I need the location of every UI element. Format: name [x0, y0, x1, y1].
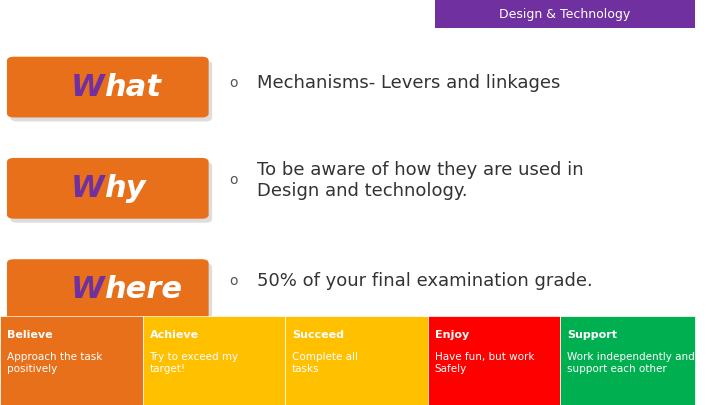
FancyBboxPatch shape: [143, 316, 285, 405]
Text: 50% of your final examination grade.: 50% of your final examination grade.: [257, 273, 593, 290]
FancyBboxPatch shape: [7, 259, 209, 320]
Text: Achieve: Achieve: [150, 330, 199, 340]
FancyBboxPatch shape: [10, 61, 212, 122]
FancyBboxPatch shape: [7, 158, 209, 219]
Text: W: W: [71, 72, 104, 102]
FancyBboxPatch shape: [0, 316, 143, 405]
Text: hy: hy: [104, 174, 146, 203]
Text: o: o: [230, 275, 238, 288]
Text: here: here: [104, 275, 182, 304]
Text: Believe: Believe: [7, 330, 53, 340]
Text: W: W: [71, 174, 104, 203]
Text: Enjoy: Enjoy: [435, 330, 469, 340]
Text: To be aware of how they are used in
Design and technology.: To be aware of how they are used in Desi…: [257, 161, 584, 200]
Text: Support: Support: [567, 330, 617, 340]
FancyBboxPatch shape: [10, 263, 212, 324]
Text: Succeed: Succeed: [292, 330, 344, 340]
Text: Mechanisms- Levers and linkages: Mechanisms- Levers and linkages: [257, 74, 561, 92]
FancyBboxPatch shape: [10, 162, 212, 223]
Text: Work independently and
support each other: Work independently and support each othe…: [567, 352, 695, 374]
Text: Try to exceed my
target!: Try to exceed my target!: [150, 352, 238, 374]
Text: Have fun, but work
Safely: Have fun, but work Safely: [435, 352, 534, 374]
FancyBboxPatch shape: [428, 316, 560, 405]
Text: o: o: [230, 76, 238, 90]
FancyBboxPatch shape: [285, 316, 428, 405]
Text: o: o: [230, 173, 238, 187]
FancyBboxPatch shape: [435, 0, 696, 28]
Text: W: W: [71, 275, 104, 304]
FancyBboxPatch shape: [7, 57, 209, 117]
Text: Complete all
tasks: Complete all tasks: [292, 352, 358, 374]
Text: hat: hat: [104, 72, 161, 102]
FancyBboxPatch shape: [560, 316, 696, 405]
Text: Design & Technology: Design & Technology: [500, 8, 631, 21]
Text: Approach the task
positively: Approach the task positively: [7, 352, 102, 374]
